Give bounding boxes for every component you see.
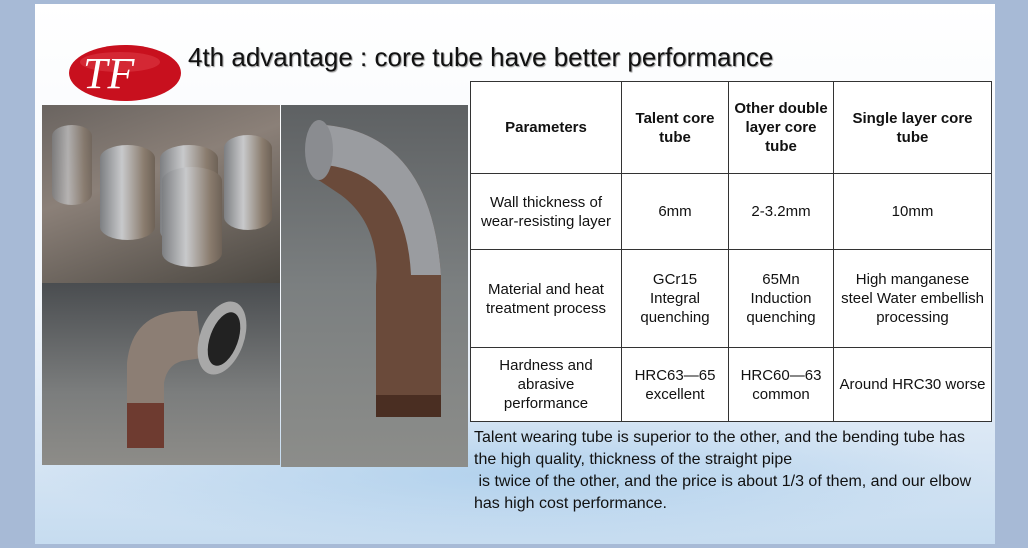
company-logo: TF	[69, 45, 181, 101]
table-cell: Wall thickness of wear-resisting layer	[470, 173, 622, 250]
summary-paragraph: Talent wearing tube is superior to the o…	[474, 429, 972, 512]
table-row: Material and heat treatment process GCr1…	[470, 249, 992, 348]
comparison-table: Parameters Talent core tube Other double…	[470, 81, 992, 422]
header-other-double: Other double layer core tube	[728, 81, 834, 174]
table-cell: 10mm	[833, 173, 992, 250]
photo-elbow-small	[42, 283, 280, 465]
table-cell: Hardness and abrasive performance	[470, 347, 622, 422]
table-cell: 2-3.2mm	[728, 173, 834, 250]
table-cell: Around HRC30 worse	[833, 347, 992, 422]
table-cell: HRC63—65 excellent	[621, 347, 729, 422]
table-header-row: Parameters Talent core tube Other double…	[470, 81, 992, 174]
slide-title: 4th advantage : core tube have better pe…	[188, 42, 774, 72]
photo-straight-tubes	[42, 105, 280, 283]
table-cell: Material and heat treatment process	[470, 249, 622, 348]
table-cell: GCr15 Integral quenching	[621, 249, 729, 348]
svg-text:TF: TF	[83, 49, 135, 98]
table-row: Hardness and abrasive performance HRC63—…	[470, 347, 992, 422]
table-cell: 6mm	[621, 173, 729, 250]
header-single-layer: Single layer core tube	[833, 81, 992, 174]
header-parameters: Parameters	[470, 81, 622, 174]
table-cell: HRC60—63 common	[728, 347, 834, 422]
header-talent: Talent core tube	[621, 81, 729, 174]
table-row: Wall thickness of wear-resisting layer 6…	[470, 173, 992, 250]
table-cell: High manganese steel Water embellish pro…	[833, 249, 992, 348]
photo-elbow-large	[281, 105, 468, 467]
table-cell: 65Mn Induction quenching	[728, 249, 834, 348]
slide: TF 4th advantage : core tube have better…	[35, 4, 995, 544]
